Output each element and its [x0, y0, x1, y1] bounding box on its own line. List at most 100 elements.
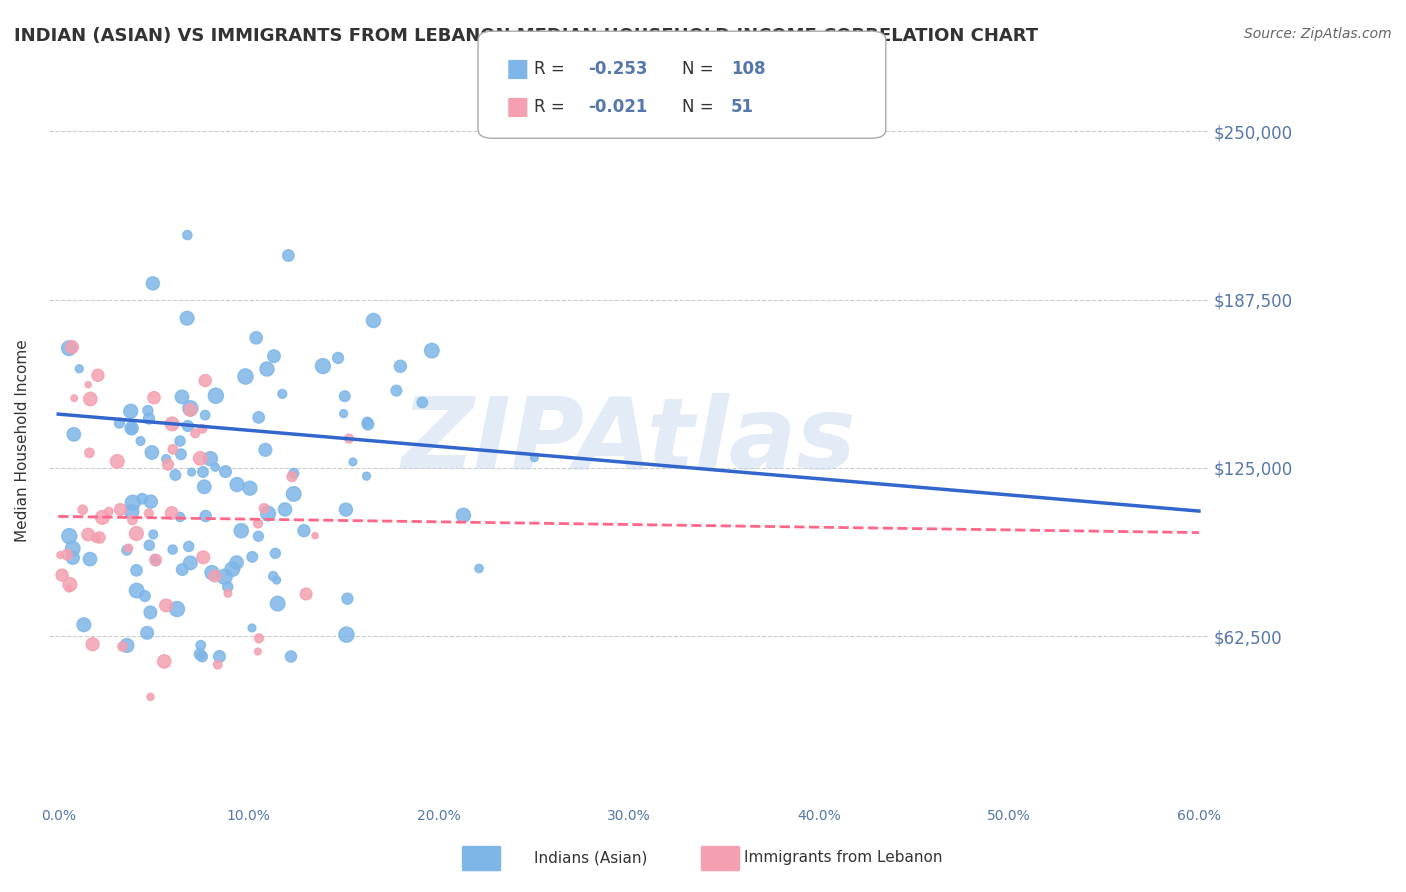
Point: [63, 427, 86, 442]
Point: [63, 391, 86, 405]
Point: [139, 690, 162, 704]
Point: [160, 506, 183, 520]
Point: [180, 465, 202, 479]
Text: N =: N =: [682, 98, 718, 116]
Point: [217, 580, 239, 594]
Point: [121, 513, 143, 527]
Point: [172, 563, 194, 577]
Point: [292, 524, 315, 538]
Point: [170, 390, 193, 404]
Point: [221, 562, 243, 576]
Point: [162, 542, 184, 557]
Point: [176, 228, 198, 243]
Point: [105, 454, 128, 468]
Point: [283, 467, 305, 481]
Point: [245, 331, 267, 345]
Point: [225, 556, 247, 570]
Point: [139, 494, 162, 508]
Point: [253, 501, 276, 516]
Point: [184, 426, 207, 441]
Point: [169, 510, 191, 524]
Point: [254, 442, 277, 457]
Point: [214, 570, 236, 584]
Point: [62, 550, 84, 565]
Y-axis label: Median Household Income: Median Household Income: [15, 340, 30, 542]
Point: [231, 524, 253, 538]
Point: [145, 553, 167, 567]
Text: Source: ZipAtlas.com: Source: ZipAtlas.com: [1244, 27, 1392, 41]
Point: [226, 477, 249, 491]
Point: [73, 617, 96, 632]
Text: ZIPAtlas: ZIPAtlas: [401, 392, 856, 490]
Point: [266, 597, 288, 611]
Point: [247, 410, 270, 425]
Point: [312, 359, 335, 373]
Point: [58, 582, 80, 596]
Text: ■: ■: [506, 57, 530, 80]
Point: [266, 573, 288, 587]
Point: [131, 491, 153, 506]
Point: [247, 632, 270, 646]
Point: [51, 568, 73, 582]
Point: [121, 505, 143, 519]
Point: [162, 442, 184, 457]
Point: [262, 569, 284, 583]
Point: [136, 403, 159, 417]
Point: [155, 452, 177, 467]
Point: [411, 395, 433, 409]
Point: [77, 377, 100, 392]
Point: [200, 451, 222, 466]
Point: [155, 599, 177, 613]
Point: [138, 538, 160, 552]
Text: R =: R =: [534, 98, 571, 116]
Text: Indians (Asian): Indians (Asian): [534, 850, 647, 865]
Point: [160, 417, 183, 431]
Point: [89, 531, 111, 545]
Point: [138, 507, 160, 521]
Point: [191, 465, 214, 479]
Point: [49, 548, 72, 562]
Point: [420, 343, 443, 358]
Point: [138, 411, 160, 425]
Text: N =: N =: [682, 60, 718, 78]
Point: [201, 566, 224, 580]
Point: [87, 368, 110, 383]
Point: [190, 638, 212, 652]
Point: [271, 387, 294, 401]
Point: [194, 408, 217, 422]
Point: [125, 563, 148, 577]
Point: [193, 550, 215, 565]
Point: [204, 389, 226, 403]
Point: [264, 546, 287, 560]
Point: [141, 445, 163, 459]
Point: [333, 389, 356, 403]
Point: [208, 649, 231, 664]
Point: [121, 422, 143, 436]
Point: [246, 644, 269, 658]
Point: [337, 432, 360, 446]
Point: [56, 548, 79, 562]
Point: [110, 502, 132, 516]
Point: [277, 248, 299, 262]
Point: [523, 450, 546, 465]
Text: ■: ■: [506, 95, 530, 119]
Point: [179, 401, 201, 416]
Point: [179, 403, 201, 417]
Point: [142, 277, 165, 291]
Point: [165, 468, 187, 483]
Point: [177, 540, 200, 554]
Point: [217, 586, 239, 600]
Point: [240, 549, 263, 564]
Point: [191, 649, 214, 664]
Point: [326, 351, 349, 365]
Point: [117, 541, 139, 556]
Point: [115, 543, 138, 558]
Point: [60, 340, 83, 354]
Point: [179, 556, 201, 570]
Point: [72, 502, 94, 516]
Point: [142, 527, 165, 541]
Point: [280, 649, 302, 664]
Point: [143, 391, 166, 405]
Point: [247, 529, 270, 543]
Text: 51: 51: [731, 98, 754, 116]
